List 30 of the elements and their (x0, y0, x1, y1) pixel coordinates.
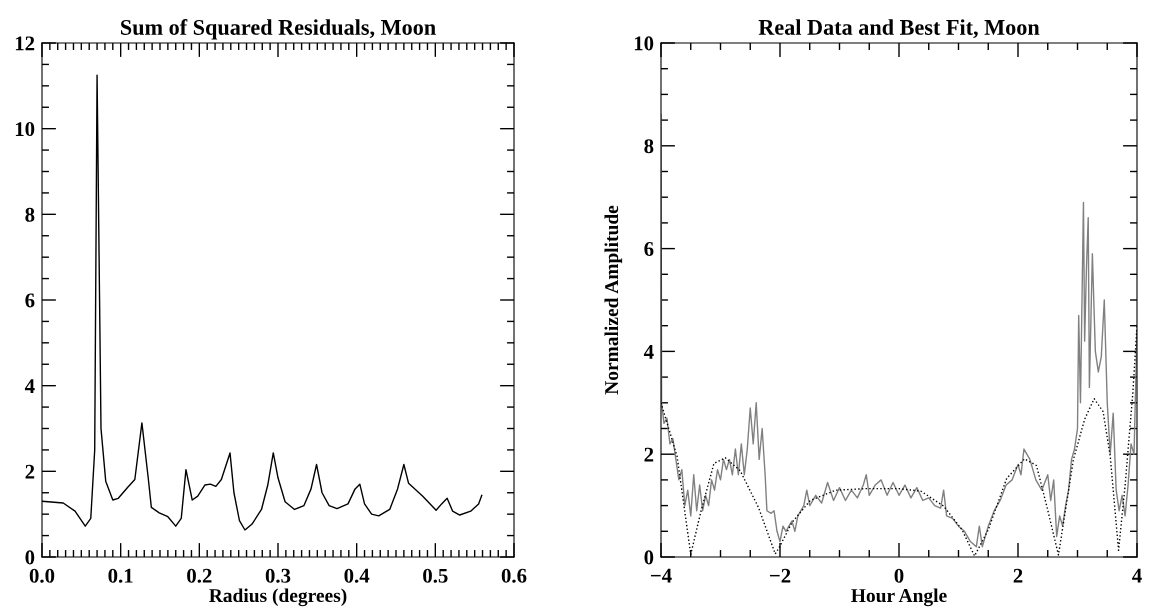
x-tick-label: 0.2 (187, 568, 212, 583)
y-tick-label: 6 (25, 293, 35, 308)
y-tick-label: 10 (15, 122, 35, 137)
y-tick-label: 0 (644, 550, 654, 565)
y-axis-title: Normalized Amplitude (604, 205, 623, 395)
x-tick-label: 0.0 (29, 568, 55, 583)
x-tick-label: −4 (650, 568, 672, 583)
x-tick-label: 2 (1013, 568, 1023, 583)
y-tick-label: 8 (644, 139, 654, 154)
x-tick-label: 0.4 (344, 568, 370, 583)
x-tick-label: 0 (894, 568, 904, 583)
y-tick-label: 6 (644, 242, 654, 257)
x-tick-label: −2 (769, 568, 791, 583)
chart-title: Sum of Squared Residuals, Moon (121, 19, 436, 40)
y-tick-label: 4 (24, 379, 35, 393)
x-tick-label: 0.1 (108, 568, 133, 583)
x-tick-label: 0.3 (265, 568, 291, 583)
x-axis-title: Hour Angle (851, 588, 947, 607)
y-tick-label: 10 (634, 36, 654, 51)
y-tick-label: 4 (643, 344, 654, 359)
y-tick-label: 2 (644, 447, 654, 462)
y-tick-label: 8 (25, 207, 35, 222)
y-tick-label: 12 (15, 36, 35, 51)
x-tick-label: 0.5 (423, 568, 448, 583)
y-tick-label: 2 (25, 464, 35, 479)
chart-title: Real Data and Best Fit, Moon (758, 19, 1040, 39)
x-axis-title: Radius (degrees) (209, 588, 347, 607)
x-tick-label: 0.6 (501, 568, 527, 583)
x-tick-label: 4 (1132, 568, 1142, 583)
y-tick-label: 0 (25, 550, 35, 565)
